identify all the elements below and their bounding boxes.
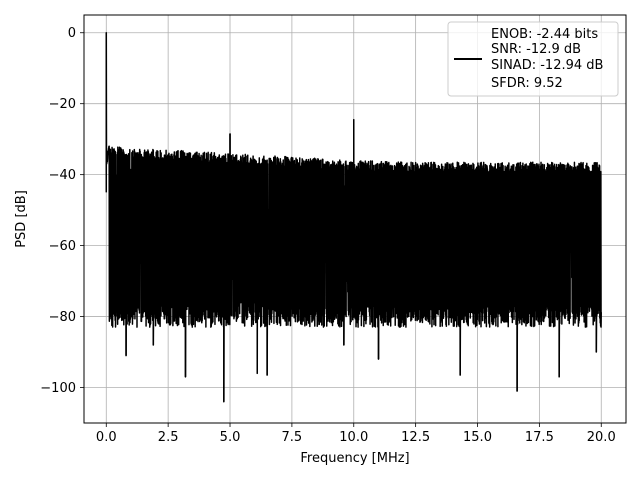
x-tick-label: 7.5 (282, 430, 303, 445)
legend-entry-enob: ENOB: -2.44 bits (491, 27, 598, 42)
x-tick-label: 10.0 (339, 430, 368, 445)
x-tick-label: 5.0 (220, 430, 241, 445)
y-axis-ticks: 0 −20 −40 −60 −80 −100 (40, 26, 84, 396)
y-tick-label: −20 (49, 97, 76, 112)
y-tick-label: −100 (40, 381, 76, 396)
x-tick-label: 12.5 (401, 430, 430, 445)
x-axis-label: Frequency [MHz] (300, 451, 409, 466)
x-axis-ticks: 0.0 2.5 5.0 7.5 10.0 12.5 15.0 17.5 20.0 (96, 423, 616, 445)
legend-entry-snr: SNR: -12.9 dB (491, 42, 581, 57)
y-axis-label: PSD [dB] (14, 190, 29, 248)
legend-box (447, 21, 619, 97)
legend-entry-sinad: SINAD: -12.94 dB (491, 58, 603, 73)
x-tick-label: 20.0 (587, 430, 616, 445)
x-tick-label: 2.5 (158, 430, 179, 445)
y-tick-label: −80 (49, 310, 76, 325)
plot-frame (83, 14, 627, 424)
x-tick-label: 17.5 (525, 430, 554, 445)
legend-entry-sfdr: SFDR: 9.52 (491, 76, 563, 91)
y-tick-label: 0 (68, 26, 76, 41)
x-tick-label: 0.0 (96, 430, 117, 445)
y-tick-label: −40 (49, 168, 76, 183)
legend: ENOB: -2.44 bits SNR: -12.9 dB SINAD: -1… (447, 21, 619, 97)
y-tick-label: −60 (49, 239, 76, 254)
psd-series (105, 31, 602, 403)
x-tick-label: 15.0 (463, 430, 492, 445)
